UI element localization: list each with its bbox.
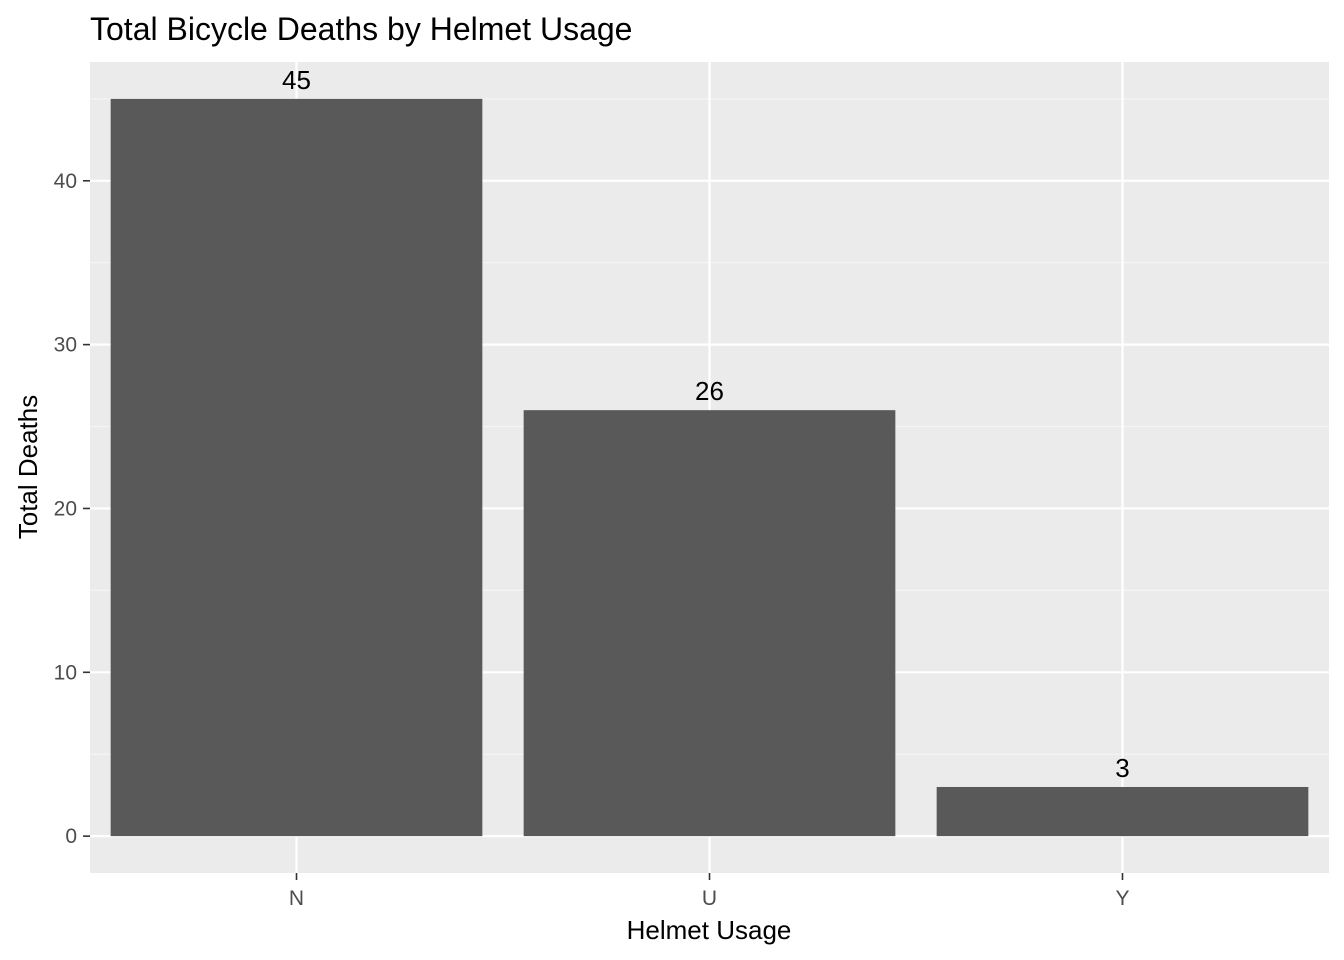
y-tick-label: 0: [65, 825, 77, 848]
y-tick-label: 20: [54, 497, 77, 520]
data-label-N: 45: [282, 65, 311, 95]
x-axis-title: Helmet Usage: [627, 915, 792, 945]
y-tick-label: 10: [54, 661, 77, 684]
x-tick-label: U: [702, 887, 717, 910]
y-axis-title: Total Deaths: [13, 395, 43, 540]
bar-N: [110, 98, 483, 837]
x-tick-label: N: [289, 887, 304, 910]
data-label-Y: 3: [1115, 753, 1129, 783]
bars: [110, 98, 1309, 837]
chart-title: Total Bicycle Deaths by Helmet Usage: [90, 11, 632, 47]
data-labels: 45 26 3: [282, 65, 1130, 783]
x-tick-label: Y: [1115, 887, 1129, 910]
y-tick-label: 30: [54, 334, 77, 357]
y-tick-label: 40: [54, 170, 77, 193]
bar-Y: [936, 786, 1309, 837]
y-axis: 0 10 20 30 40: [54, 170, 90, 848]
data-label-U: 26: [695, 376, 724, 406]
bar-U: [523, 410, 896, 837]
